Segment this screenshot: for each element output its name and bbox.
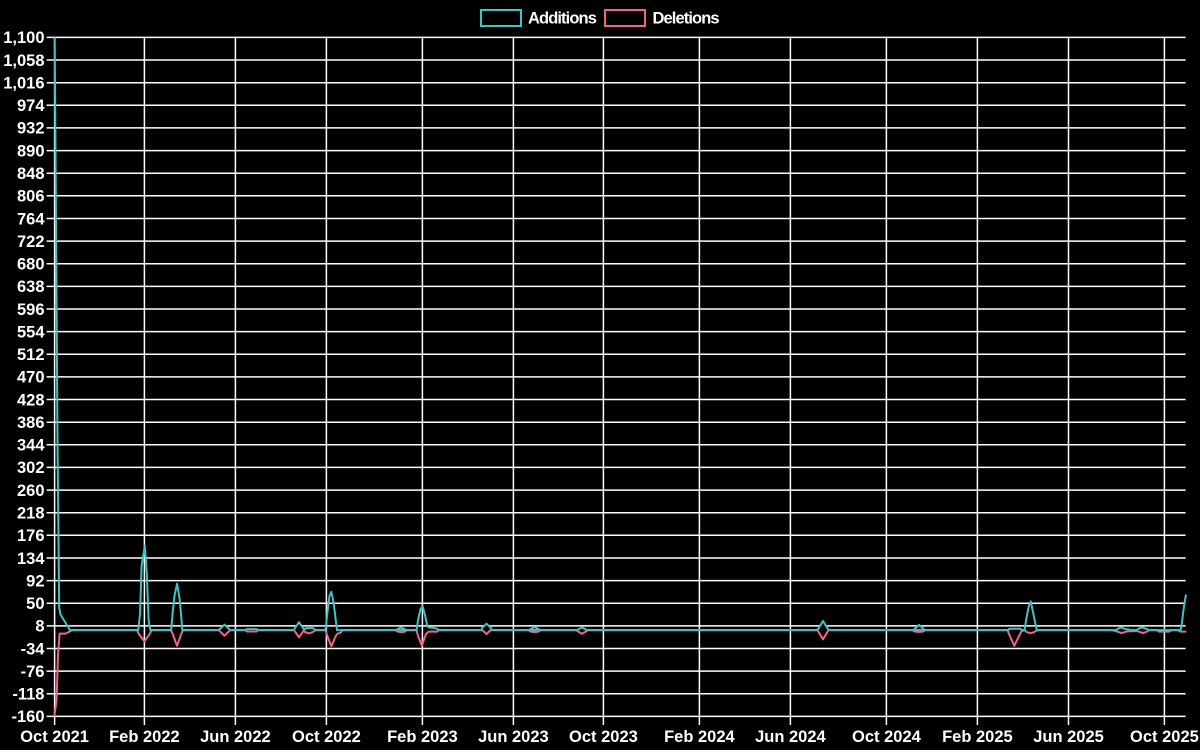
svg-text:Oct 2025: Oct 2025 bbox=[1130, 728, 1199, 746]
svg-text:50: 50 bbox=[26, 595, 44, 613]
svg-text:Feb 2022: Feb 2022 bbox=[109, 728, 180, 746]
svg-text:Additions: Additions bbox=[528, 10, 597, 28]
svg-text:722: 722 bbox=[17, 233, 45, 251]
svg-text:806: 806 bbox=[17, 188, 45, 206]
svg-text:92: 92 bbox=[26, 572, 44, 590]
svg-text:Jun 2023: Jun 2023 bbox=[478, 728, 549, 746]
svg-text:Oct 2023: Oct 2023 bbox=[569, 728, 638, 746]
svg-text:-76: -76 bbox=[21, 663, 45, 681]
svg-text:470: 470 bbox=[17, 369, 45, 387]
svg-text:-160: -160 bbox=[11, 708, 44, 726]
svg-text:302: 302 bbox=[17, 459, 45, 477]
svg-text:Feb 2023: Feb 2023 bbox=[387, 728, 458, 746]
svg-text:-34: -34 bbox=[21, 640, 46, 658]
svg-text:1,058: 1,058 bbox=[3, 52, 44, 70]
svg-text:-118: -118 bbox=[12, 686, 44, 704]
svg-text:176: 176 bbox=[17, 527, 45, 545]
svg-text:Oct 2021: Oct 2021 bbox=[20, 728, 89, 746]
svg-text:Jun 2024: Jun 2024 bbox=[755, 728, 826, 746]
svg-text:554: 554 bbox=[17, 323, 45, 341]
svg-text:1,016: 1,016 bbox=[3, 75, 44, 93]
svg-text:Oct 2024: Oct 2024 bbox=[852, 728, 922, 746]
svg-text:Deletions: Deletions bbox=[653, 10, 720, 28]
svg-text:680: 680 bbox=[17, 256, 45, 274]
svg-text:134: 134 bbox=[17, 550, 45, 568]
svg-text:260: 260 bbox=[17, 482, 45, 500]
svg-text:974: 974 bbox=[17, 97, 45, 115]
svg-text:8: 8 bbox=[35, 618, 44, 636]
svg-text:932: 932 bbox=[17, 120, 45, 138]
svg-text:764: 764 bbox=[17, 210, 45, 228]
svg-text:Jun 2022: Jun 2022 bbox=[200, 728, 271, 746]
svg-text:Feb 2024: Feb 2024 bbox=[664, 728, 735, 746]
svg-text:Jun 2025: Jun 2025 bbox=[1033, 728, 1104, 746]
svg-text:Feb 2025: Feb 2025 bbox=[942, 728, 1013, 746]
svg-text:344: 344 bbox=[17, 437, 45, 455]
svg-text:638: 638 bbox=[17, 278, 45, 296]
svg-text:386: 386 bbox=[17, 414, 45, 432]
svg-text:890: 890 bbox=[17, 142, 45, 160]
svg-text:512: 512 bbox=[17, 346, 45, 364]
svg-text:848: 848 bbox=[17, 165, 45, 183]
svg-text:Oct 2022: Oct 2022 bbox=[292, 728, 361, 746]
svg-text:596: 596 bbox=[17, 301, 45, 319]
svg-text:218: 218 bbox=[17, 505, 45, 523]
svg-text:428: 428 bbox=[17, 391, 45, 409]
svg-text:1,100: 1,100 bbox=[3, 29, 44, 47]
